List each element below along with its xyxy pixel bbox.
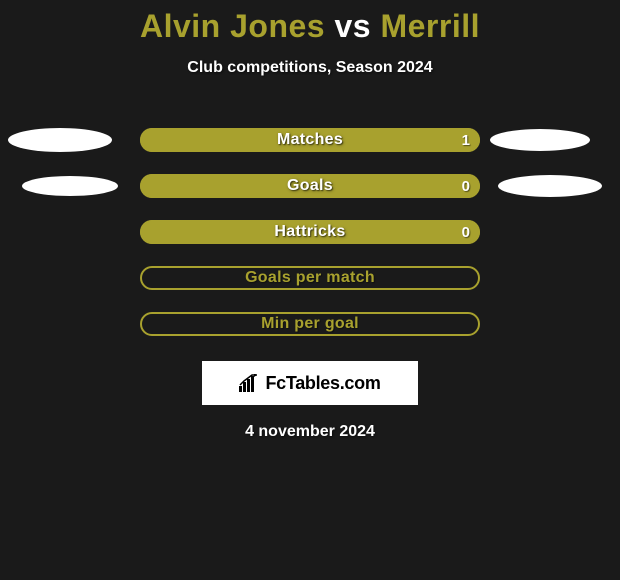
player2-marker [490,129,590,151]
logo-text: FcTables.com [265,373,380,394]
stat-row: Hattricks0 [0,209,620,255]
title-part: Merrill [380,8,480,44]
stat-label: Hattricks [140,220,480,244]
stat-label: Goals [140,174,480,198]
title-part: vs [325,8,380,44]
page-title: Alvin Jones vs Merrill [0,0,620,45]
footer-date: 4 november 2024 [0,423,620,441]
stat-bar: Matches1 [140,128,480,152]
stat-row: Goals0 [0,163,620,209]
player2-marker [498,175,602,197]
page-subtitle: Club competitions, Season 2024 [0,59,620,77]
stat-bar: Min per goal [140,312,480,336]
stat-label: Goals per match [142,268,478,288]
stat-label: Matches [140,128,480,152]
stat-label: Min per goal [142,314,478,334]
comparison-chart: Matches1Goals0Hattricks0Goals per matchM… [0,117,620,347]
player1-marker [22,176,118,196]
stat-bar: Goals0 [140,174,480,198]
stat-row: Matches1 [0,117,620,163]
stat-value-right: 0 [462,174,470,198]
logo-bars-icon [239,374,261,392]
stat-value-right: 0 [462,220,470,244]
stat-row: Goals per match [0,255,620,301]
stat-row: Min per goal [0,301,620,347]
stat-value-right: 1 [462,128,470,152]
stat-bar: Goals per match [140,266,480,290]
title-part: Alvin Jones [140,8,325,44]
stat-bar: Hattricks0 [140,220,480,244]
logo-box: FcTables.com [202,361,418,405]
player1-marker [8,128,112,152]
